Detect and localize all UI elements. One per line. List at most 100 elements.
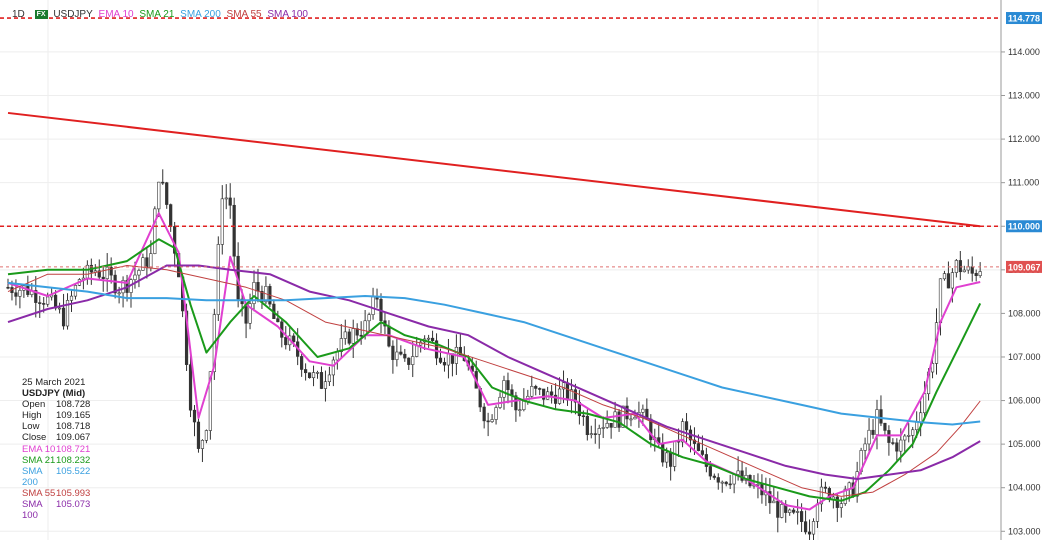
price-bar-body (256, 282, 260, 292)
price-bar-body (609, 422, 613, 428)
price-bar-body (97, 270, 101, 278)
info-row: Close 109.067 (22, 432, 94, 443)
price-bar-body (61, 307, 66, 327)
price-bar-body (879, 409, 883, 424)
price-bar-body (891, 442, 895, 444)
price-bar-body (347, 331, 351, 344)
price-bar-body (617, 411, 621, 428)
price-bar-body (621, 405, 625, 428)
axis-tick-label: 107.000 (1008, 352, 1041, 362)
price-bar-body (276, 318, 280, 323)
price-bar-body (208, 371, 212, 431)
price-bar-body (252, 282, 256, 304)
price-bar-body (788, 509, 792, 513)
price-bar-body (105, 266, 109, 279)
price-bar-body (240, 298, 244, 305)
price-bar-body (823, 486, 828, 489)
price-bar-body (613, 411, 617, 428)
info-row-value: 108.728 (56, 399, 91, 411)
price-tag-label: 114.778 (1008, 14, 1040, 24)
price-bar-body (780, 504, 784, 518)
price-bar-body (792, 509, 796, 513)
price-bar-body (438, 357, 443, 363)
info-date: 25 March 2021 (22, 377, 86, 388)
axis-tick-label: 114.000 (1008, 47, 1040, 57)
price-bar-body (641, 408, 645, 413)
price-bar-body (395, 351, 399, 360)
price-bar-body (311, 372, 316, 379)
info-row-label: SMA 200 (22, 465, 43, 488)
info-row-value: 105.522 (56, 465, 91, 477)
price-bar-body (911, 429, 915, 436)
price-bar-body (839, 503, 843, 508)
price-bar-body (343, 331, 347, 339)
price-bar-body (835, 496, 839, 508)
price-bar-body (530, 386, 534, 397)
price-bar-body (335, 351, 339, 361)
price-bar-body (887, 430, 891, 443)
trendline-line (7, 111, 981, 228)
price-bar-body (553, 394, 558, 404)
price-bar-body (323, 381, 328, 389)
price-bar-body (141, 257, 145, 271)
price-bar-body (522, 401, 526, 411)
price-bar-body (946, 273, 951, 289)
price-bar-body (923, 393, 927, 414)
price-bar-body (867, 429, 871, 445)
price-bar-body (796, 511, 800, 513)
price-bar-body (899, 439, 903, 452)
price-bar-body (42, 303, 46, 305)
indicator-sma55[interactable]: SMA 55 (226, 9, 262, 20)
price-bar-body (6, 286, 10, 289)
axis-tick-label: 113.000 (1008, 91, 1040, 101)
price-bar-body (958, 260, 962, 273)
indicator-ema10[interactable]: EMA 10 (98, 9, 134, 20)
axis-tick-label: 108.000 (1008, 308, 1041, 318)
price-bar-body (200, 440, 205, 449)
axis-tick-label: 112.000 (1008, 134, 1040, 144)
price-bar-body (895, 442, 899, 452)
ma-line-sma100 (7, 264, 981, 480)
info-row-value: 108.718 (56, 421, 91, 433)
price-bar-body (446, 353, 451, 366)
price-bar-body (319, 372, 324, 389)
price-tag (1006, 220, 1042, 233)
price-bar-body (188, 364, 193, 411)
price-bar-body (415, 344, 419, 357)
price-bar-body (696, 443, 701, 451)
price-bar-body (684, 421, 689, 431)
price-bar-body (950, 272, 954, 289)
symbol-label[interactable]: USDJPY (53, 9, 93, 20)
price-bar-body (732, 474, 736, 485)
moving-averages (7, 212, 982, 511)
price-bar-body (359, 334, 363, 337)
price-bar-body (708, 466, 712, 477)
price-bar-body (192, 409, 197, 423)
axis-tick-label: 104.000 (1008, 483, 1041, 493)
indicator-sma21[interactable]: SMA 21 (139, 9, 175, 20)
ma-line-sma55 (7, 265, 981, 497)
price-bar-body (248, 303, 252, 324)
price-bar-body (113, 274, 117, 294)
indicator-sma200[interactable]: SMA 200 (180, 9, 221, 20)
indicator-sma100[interactable]: SMA 100 (267, 9, 308, 20)
info-row-value: 105.073 (56, 499, 91, 511)
price-bar-body (327, 374, 332, 383)
horizontal-levels (0, 17, 1000, 268)
price-bar-body (629, 418, 633, 421)
price-bar-body (232, 204, 236, 257)
info-row-label: SMA 21 (22, 454, 56, 466)
timeframe-label[interactable]: 1D (12, 9, 25, 20)
info-instrument: USDJPY (Mid) (22, 388, 86, 400)
info-row: Open 108.728 (22, 399, 94, 410)
axis-tick-label: 103.000 (1008, 526, 1041, 536)
price-bar-body (573, 389, 578, 403)
price-bar-body (633, 416, 637, 420)
price-bar-body (165, 182, 169, 205)
price-bar-body (196, 421, 201, 449)
info-row-value: 105.993 (56, 487, 91, 499)
info-row-value: 108.721 (56, 443, 91, 455)
price-bar-body (169, 204, 173, 227)
price-bar-body (502, 380, 506, 398)
